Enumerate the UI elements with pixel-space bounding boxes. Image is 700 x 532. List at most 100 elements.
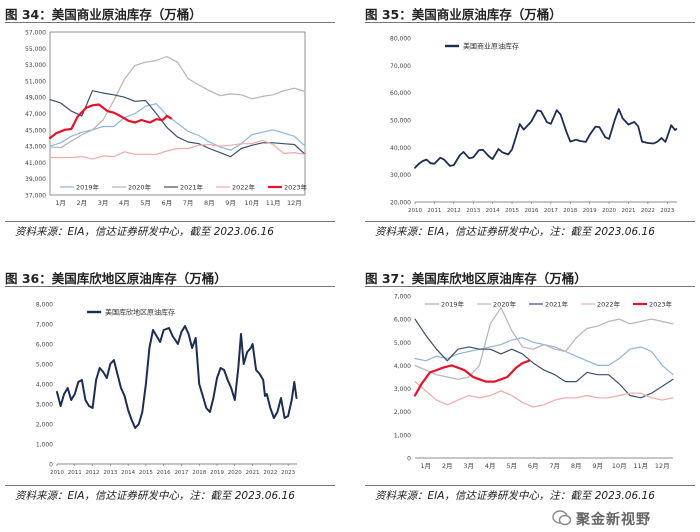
- x-tick-label: 2022: [641, 208, 655, 214]
- legend-label: 2020年: [493, 300, 517, 309]
- title-rule: [5, 286, 335, 287]
- x-tick-label: 2017: [174, 470, 188, 476]
- y-tick-label: 55,000: [25, 46, 46, 53]
- x-tick-label: 8月: [204, 199, 215, 207]
- x-tick-label: 2018: [563, 208, 577, 214]
- x-tick-label: 2013: [466, 208, 480, 214]
- series-line: [414, 318, 674, 399]
- y-tick-label: 53,000: [25, 62, 46, 69]
- series-line: [413, 359, 530, 397]
- x-tick-label: 2011: [427, 208, 441, 214]
- plot-frame: [49, 31, 306, 196]
- cushing-stock-history-chart: 0 1,000 2,000 3,000 4,000 5,000 6,000 7,000 8,00…: [36, 302, 298, 476]
- y-tick-label: 8,000: [36, 302, 53, 309]
- y-tick-label: 40,000: [390, 145, 411, 152]
- x-tick-label: 2021: [246, 470, 260, 476]
- x-tick-label: 5月: [506, 462, 517, 470]
- legend-label: 2022年: [232, 183, 256, 192]
- y-tick-label: 80,000: [390, 36, 411, 43]
- legend-label: 2022年: [597, 300, 621, 309]
- x-tick-label: 2011: [68, 470, 82, 476]
- y-tick-label: 7,000: [394, 294, 411, 301]
- legend-label: 美国库欣地区原油库存: [105, 308, 175, 317]
- x-tick-label: 9月: [225, 199, 236, 207]
- x-tick-label: 2018: [192, 470, 206, 476]
- y-tick-label: 57,000: [25, 30, 46, 37]
- y-tick-label: 30,000: [390, 172, 411, 179]
- series-line: [48, 103, 173, 140]
- x-tick-label: 2019: [210, 470, 224, 476]
- series-line: [414, 108, 678, 169]
- chart-title: 图 37：美国库欣地区原油库存（万桶）: [365, 271, 587, 286]
- source-rule: [365, 221, 695, 222]
- legend-label: 2019年: [76, 183, 100, 192]
- y-tick-label: 0: [49, 462, 53, 469]
- legend-label: 2020年: [128, 183, 152, 192]
- x-tick-label: 2023: [660, 208, 674, 214]
- x-tick-label: 2013: [103, 470, 117, 476]
- series-line: [49, 90, 306, 158]
- y-tick-label: 20,000: [390, 200, 411, 207]
- x-tick-label: 12月: [655, 462, 670, 470]
- x-tick-label: 3月: [463, 462, 474, 470]
- y-tick-label: 49,000: [25, 95, 46, 102]
- x-tick-label: 5月: [140, 199, 151, 207]
- x-tick-label: 9月: [592, 462, 603, 470]
- series-line: [414, 307, 674, 380]
- x-tick-label: 1月: [55, 199, 66, 207]
- series-line: [414, 337, 674, 376]
- watermark-text: 聚金新视野: [576, 512, 651, 528]
- y-tick-label: 5,000: [36, 362, 53, 369]
- commercial-stock-seasonal-chart: 37,000 39,000 41,000 43,000 45,000 47,000 49,0…: [25, 30, 308, 208]
- series-line: [414, 381, 674, 408]
- x-tick-label: 7月: [183, 199, 194, 207]
- source-note: 资料来源：EIA，信达证券研发中心，注：截至 2023.06.16: [375, 490, 655, 502]
- chart-title: 图 34：美国商业原油库存（万桶）: [5, 7, 202, 22]
- x-tick-label: 10月: [244, 199, 259, 207]
- cushing-stock-seasonal-chart: 0 1,000 2,000 3,000 4,000 5,000 6,000 7,000 1月 2月…: [394, 294, 674, 470]
- y-tick-label: 2,000: [394, 409, 411, 416]
- y-tick-label: 5,000: [394, 340, 411, 347]
- x-tick-label: 4月: [119, 199, 130, 207]
- commercial-stock-history-chart: 20,000 30,000 40,000 50,000 60,000 70,000 80,0…: [390, 36, 678, 214]
- source-note: 资料来源：EIA，信达证券研发中心，注：截至 2023.06.16: [375, 226, 655, 238]
- x-tick-label: 2月: [442, 462, 453, 470]
- source-rule: [365, 485, 695, 486]
- y-tick-label: 7,000: [36, 322, 53, 329]
- series-line: [49, 139, 306, 160]
- x-tick-label: 6月: [528, 462, 539, 470]
- x-tick-label: 2022: [263, 470, 277, 476]
- x-tick-label: 2023: [281, 470, 295, 476]
- x-tick-label: 2015: [139, 470, 153, 476]
- legend-label: 2021年: [545, 300, 569, 309]
- y-tick-label: 45,000: [25, 127, 46, 134]
- watermark: 聚金新视野: [548, 508, 698, 530]
- panel-36: 图 36：美国库欣地区原油库存（万桶） 0 1,000 2,000 3,000 4,00…: [5, 266, 345, 526]
- panel-35: 图 35：美国商业原油库存（万桶） 20,000 30,000 40,000 50,0…: [365, 2, 700, 262]
- x-tick-label: 7月: [549, 462, 560, 470]
- title-rule: [365, 286, 695, 287]
- title-rule: [365, 22, 695, 23]
- y-tick-label: 41,000: [25, 160, 46, 167]
- x-tick-label: 6月: [162, 199, 173, 207]
- y-tick-label: 50,000: [390, 118, 411, 125]
- source-rule: [5, 221, 335, 222]
- y-tick-label: 6,000: [394, 317, 411, 324]
- x-tick-label: 11月: [266, 199, 281, 207]
- x-tick-label: 2016: [524, 208, 538, 214]
- y-tick-label: 51,000: [25, 78, 46, 85]
- y-tick-label: 47,000: [25, 111, 46, 118]
- x-tick-label: 2020: [602, 208, 616, 214]
- y-tick-label: 43,000: [25, 144, 46, 151]
- y-tick-label: 3,000: [36, 402, 53, 409]
- x-tick-label: 11月: [633, 462, 648, 470]
- y-tick-label: 4,000: [394, 363, 411, 370]
- panel-37: 图 37：美国库欣地区原油库存（万桶） 0 1,000 2,000 3,000 4,00…: [365, 266, 700, 526]
- panel-34: 图 34：美国商业原油库存（万桶） 37,000 39,000 41,000 43,0…: [5, 2, 345, 262]
- x-tick-label: 4月: [485, 462, 496, 470]
- legend-label: 2019年: [441, 300, 465, 309]
- y-tick-label: 39,000: [25, 176, 46, 183]
- x-tick-label: 2015: [505, 208, 519, 214]
- source-note: 资料来源：EIA，信达证券研发中心，截至 2023.06.16: [15, 226, 274, 238]
- x-tick-label: 10月: [612, 462, 627, 470]
